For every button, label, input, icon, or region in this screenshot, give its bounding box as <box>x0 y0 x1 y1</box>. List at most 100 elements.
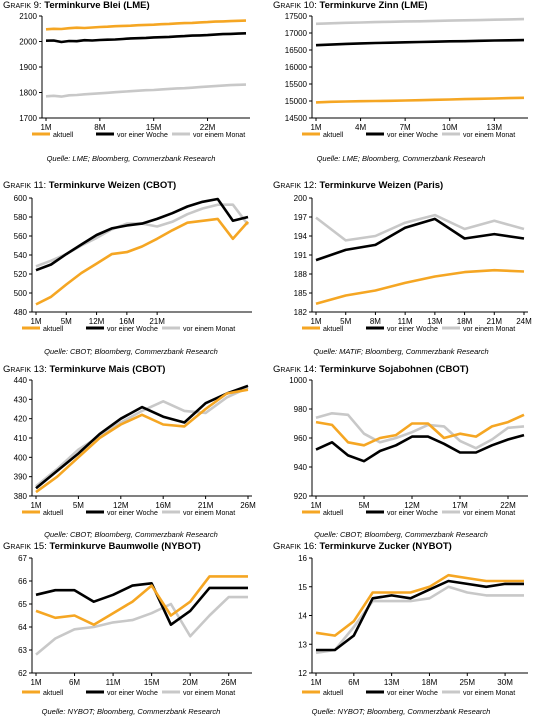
x-tick-label: 5M <box>340 317 351 326</box>
x-tick-label: 26M <box>240 501 256 510</box>
chart-source: Quelle: CBOT; Bloomberg, Commerzbank Res… <box>44 530 218 539</box>
legend-label: vor einer Woche <box>117 132 168 139</box>
panel-zucker: Grafik 16: Terminkurve Zucker (NYBOT) 12… <box>270 541 532 719</box>
y-tick-label: 14500 <box>285 114 308 123</box>
chart-number: Grafik 13: <box>3 364 47 375</box>
y-tick-label: 380 <box>14 492 28 501</box>
y-tick-label: 62 <box>18 669 27 678</box>
legend-label: vor einem Monat <box>183 690 235 697</box>
chart-number: Grafik 14: <box>273 364 317 375</box>
series-line-woche <box>315 433 525 463</box>
y-tick-label: 560 <box>14 232 28 241</box>
legend-label: vor einer Woche <box>387 326 438 333</box>
chart-title: Grafik 13: Terminkurve Mais (CBOT) <box>3 364 165 375</box>
y-tick-label: 1000 <box>289 376 307 385</box>
y-tick-label: 65 <box>18 600 27 609</box>
legend-label: vor einem Monat <box>463 510 515 517</box>
x-tick-label: 16M <box>155 501 171 510</box>
x-tick-label: 21M <box>149 317 165 326</box>
chart-heading: Terminkurve Zucker (NYBOT) <box>319 541 452 552</box>
x-tick-label: 1M <box>40 123 51 132</box>
y-tick-label: 15500 <box>285 80 308 89</box>
panel-zinn: Grafik 10: Terminkurve Zinn (LME) 14500 1… <box>270 0 532 178</box>
y-tick-label: 191 <box>294 251 308 260</box>
chart-number: Grafik 16: <box>273 541 317 552</box>
y-tick-label: 197 <box>294 213 308 222</box>
legend-label: vor einer Woche <box>107 690 158 697</box>
chart-heading: Terminkurve Blei (LME) <box>44 0 150 11</box>
y-tick-label: 194 <box>294 232 308 241</box>
series-line-woche <box>35 581 248 626</box>
x-tick-label: 1M <box>30 678 41 687</box>
x-tick-label: 4M <box>355 123 366 132</box>
x-tick-label: 24M <box>516 317 532 326</box>
chart-title: Grafik 9: Terminkurve Blei (LME) <box>3 0 150 11</box>
panel-baumwolle: Grafik 15: Terminkurve Baumwolle (NYBOT)… <box>0 541 262 719</box>
y-tick-label: 185 <box>294 289 308 298</box>
y-tick-label: 15000 <box>285 97 308 106</box>
y-tick-label: 14 <box>298 612 307 621</box>
legend-label: aktuell <box>53 132 74 139</box>
x-tick-label: 22M <box>200 123 216 132</box>
chart-weizen-cbot: 480 500 520 540 560 580 600 1M 5M 12M 16M 21M aktuel… <box>14 194 252 333</box>
chart-weizen-paris: 182 185 188 191 194 197 200 1M 5M 8M 11M 13M 18M 21M 2… <box>294 194 532 333</box>
series-line-monat <box>45 83 247 98</box>
legend-label: aktuell <box>323 510 344 517</box>
chart-title: Grafik 12: Terminkurve Weizen (Paris) <box>273 180 443 191</box>
y-tick-label: 410 <box>14 434 28 443</box>
chart-heading: Terminkurve Mais (CBOT) <box>49 364 166 375</box>
legend-label: aktuell <box>43 326 64 333</box>
chart-title: Grafik 11: Terminkurve Weizen (CBOT) <box>3 180 176 191</box>
series-line-woche <box>35 197 249 272</box>
series-line-woche <box>35 384 249 490</box>
series-line-aktuell <box>315 573 524 637</box>
chart-number: Grafik 12: <box>273 180 317 191</box>
y-tick-label: 600 <box>14 194 28 203</box>
y-tick-label: 16 <box>298 554 307 563</box>
chart-source: Quelle: CBOT; Bloomberg, Commerzbank Res… <box>44 347 218 356</box>
chart-title: Grafik 10: Terminkurve Zinn (LME) <box>273 0 428 11</box>
x-tick-label: 12M <box>404 501 420 510</box>
chart-zucker: 12 13 14 15 16 1M 6M 13M 18M 25M 30M aktuell vor ein… <box>298 554 528 697</box>
x-tick-label: 25M <box>459 678 475 687</box>
chart-source: Quelle: CBOT; Bloomberg, Commerzbank Res… <box>314 530 488 539</box>
y-tick-label: 17000 <box>285 29 308 38</box>
y-tick-label: 500 <box>14 289 28 298</box>
x-tick-label: 1M <box>30 501 41 510</box>
x-tick-label: 22M <box>500 501 516 510</box>
chart-heading: Terminkurve Zinn (LME) <box>319 0 428 11</box>
chart-title: Grafik 14: Terminkurve Sojabohnen (CBOT) <box>273 364 469 375</box>
x-tick-label: 11M <box>106 678 121 687</box>
y-tick-label: 15 <box>298 583 307 592</box>
y-tick-label: 1700 <box>19 114 37 123</box>
y-tick-label: 1800 <box>19 89 37 98</box>
x-tick-label: 8M <box>94 123 105 132</box>
y-tick-label: 940 <box>294 463 308 472</box>
y-tick-label: 440 <box>14 376 28 385</box>
x-tick-label: 13M <box>384 678 400 687</box>
x-tick-label: 11M <box>398 317 413 326</box>
chart-source: Quelle: LME; Bloomberg, Commerzbank Rese… <box>46 154 216 163</box>
chart-sojabohnen: 920 940 960 980 1000 1M 5M 12M 17M 22M aktuell vor … <box>289 376 528 517</box>
x-tick-label: 10M <box>442 123 458 132</box>
panel-weizen-paris: Grafik 12: Terminkurve Weizen (Paris) 18… <box>270 180 532 358</box>
y-tick-label: 960 <box>294 434 308 443</box>
y-tick-label: 920 <box>294 492 308 501</box>
y-tick-label: 980 <box>294 405 308 414</box>
x-tick-label: 13M <box>487 123 503 132</box>
legend-label: vor einer Woche <box>387 690 438 697</box>
legend-label: aktuell <box>323 132 344 139</box>
x-tick-label: 1M <box>30 317 41 326</box>
y-tick-label: 480 <box>14 308 28 317</box>
series-line-monat <box>315 17 525 26</box>
y-tick-label: 1900 <box>19 63 37 72</box>
panel-blei: Grafik 9: Terminkurve Blei (LME) 1700 180… <box>0 0 262 178</box>
y-tick-label: 182 <box>294 308 308 317</box>
legend-label: aktuell <box>43 690 64 697</box>
x-tick-label: 7M <box>400 123 411 132</box>
series-line-woche <box>315 217 525 262</box>
y-tick-label: 2100 <box>19 12 37 21</box>
y-tick-label: 540 <box>14 251 28 260</box>
y-tick-label: 580 <box>14 213 28 222</box>
legend-label: vor einer Woche <box>387 132 438 139</box>
